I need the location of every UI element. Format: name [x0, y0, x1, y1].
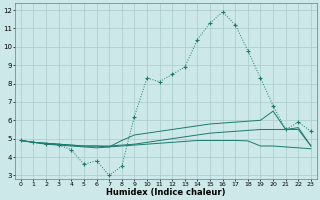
X-axis label: Humidex (Indice chaleur): Humidex (Indice chaleur): [106, 188, 226, 197]
